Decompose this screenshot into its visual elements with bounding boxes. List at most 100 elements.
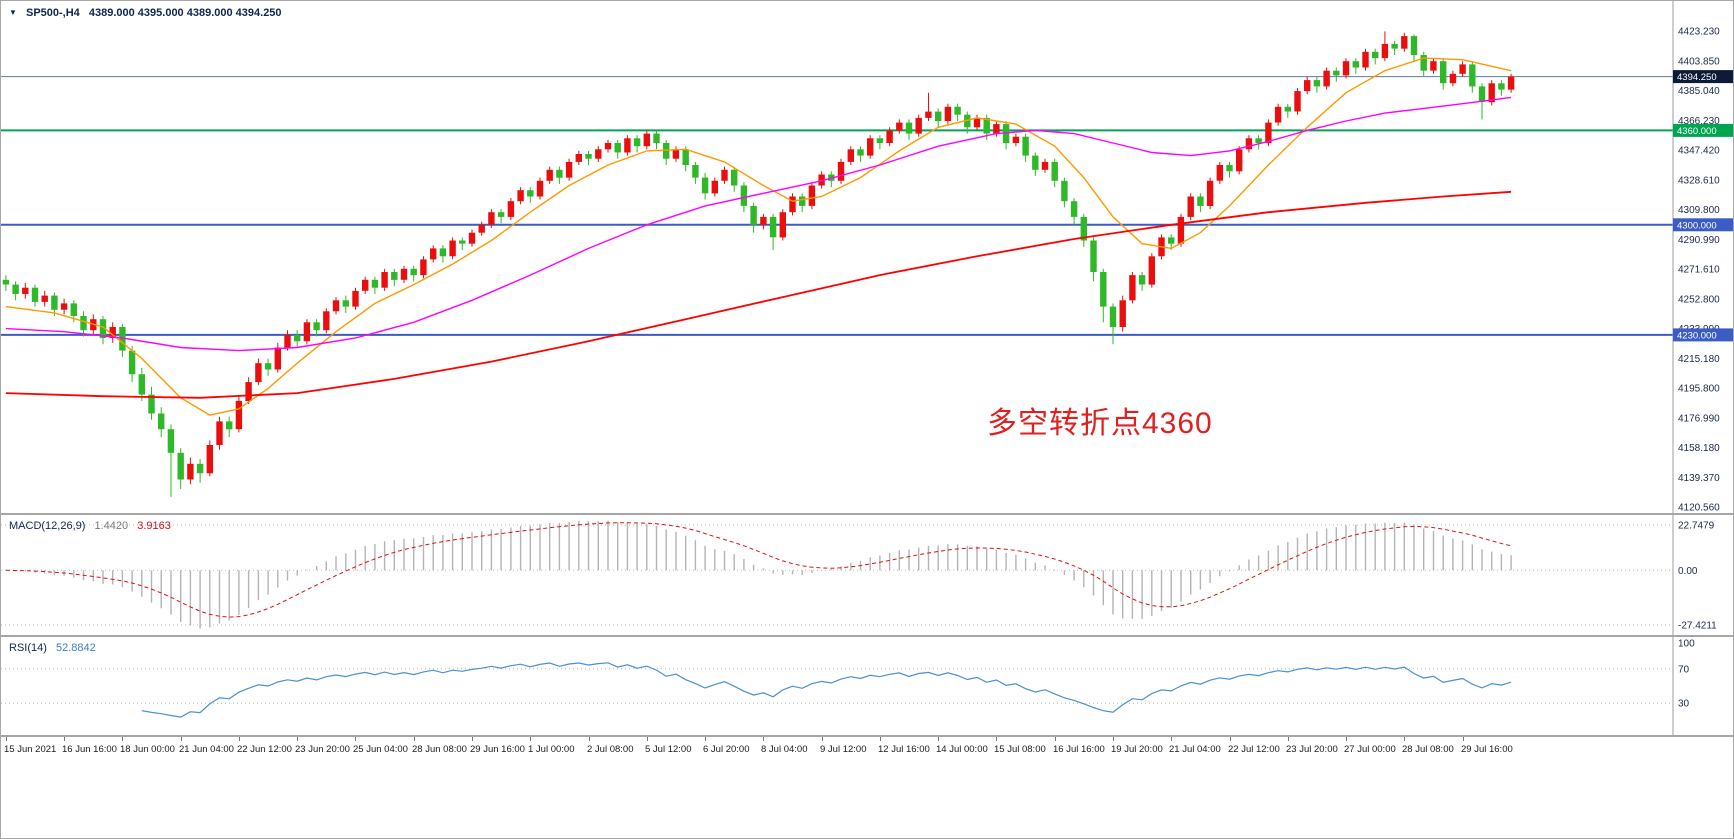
rsi-pane-canvas[interactable]: 100 70 30 bbox=[1, 637, 1734, 735]
candle-body bbox=[1323, 70, 1330, 87]
candle bbox=[1012, 133, 1020, 147]
macd-axis-label: -27.4211 bbox=[1678, 621, 1717, 632]
candle bbox=[905, 119, 913, 140]
candle-body bbox=[701, 177, 709, 194]
candle bbox=[177, 448, 184, 489]
candle bbox=[1119, 295, 1126, 332]
candle-body bbox=[769, 216, 777, 238]
pane-separator[interactable] bbox=[1, 513, 1733, 515]
price-badge-label: 4300.000 bbox=[1677, 220, 1717, 231]
time-axis-label: 18 Jun 00:00 bbox=[120, 744, 175, 755]
price-axis-label: 4158.180 bbox=[1678, 443, 1720, 454]
candle-body bbox=[488, 212, 495, 225]
price-badge-label: 4360.000 bbox=[1677, 126, 1717, 137]
candle-body bbox=[284, 334, 291, 348]
time-axis-label: 9 Jul 12:00 bbox=[820, 744, 867, 755]
candle-body bbox=[536, 180, 544, 197]
time-axis-label: 27 Jul 00:00 bbox=[1344, 744, 1396, 755]
candle-body bbox=[1410, 36, 1418, 55]
macd-indicator-label: MACD(12,26,9) 1.4420 3.9163 bbox=[9, 520, 177, 532]
price-axis-label: 4176.990 bbox=[1678, 413, 1720, 424]
candle bbox=[381, 268, 388, 291]
candle bbox=[1507, 73, 1515, 93]
time-axis-label: 21 Jun 04:00 bbox=[179, 744, 234, 755]
candle bbox=[1352, 58, 1359, 74]
candle bbox=[964, 111, 971, 134]
time-axis-tick bbox=[705, 737, 706, 741]
time-axis-label: 15 Jun 2021 bbox=[4, 744, 57, 755]
candle bbox=[789, 193, 796, 216]
candle bbox=[896, 119, 903, 134]
time-axis-tick bbox=[530, 737, 531, 741]
candle bbox=[488, 209, 495, 228]
time-axis-label: 29 Jul 16:00 bbox=[1461, 744, 1513, 755]
candle-body bbox=[1498, 83, 1505, 90]
candle-body bbox=[1478, 86, 1486, 103]
candle-body bbox=[1401, 36, 1408, 49]
candle bbox=[400, 265, 408, 283]
candle bbox=[264, 358, 272, 376]
time-axis[interactable]: 15 Jun 2021 16 Jun 16:00 18 Jun 00:00 21 Ju… bbox=[1, 737, 1733, 759]
candle-body bbox=[964, 114, 971, 128]
candle-body bbox=[313, 322, 320, 331]
candle bbox=[614, 139, 621, 159]
candle bbox=[497, 209, 505, 224]
macd-pane-canvas[interactable]: 22.7479 0.00 -27.4211 bbox=[1, 515, 1734, 635]
price-axis-label: 4309.800 bbox=[1678, 205, 1720, 216]
candle bbox=[1138, 272, 1146, 291]
candle bbox=[663, 139, 670, 165]
candle bbox=[1284, 103, 1291, 118]
chart-text-annotation[interactable]: 多空转折点4360 bbox=[987, 407, 1213, 440]
rsi-axis-label: 30 bbox=[1678, 699, 1690, 710]
candle bbox=[837, 158, 845, 184]
candle-body bbox=[1119, 300, 1126, 327]
candle-body bbox=[1449, 73, 1457, 84]
price-axis-label: 4195.800 bbox=[1678, 384, 1720, 395]
candle bbox=[1226, 161, 1233, 178]
candle bbox=[672, 146, 680, 162]
candle-body bbox=[672, 149, 680, 159]
time-axis-label: 29 Jun 16:00 bbox=[470, 744, 525, 755]
time-axis-tick bbox=[996, 737, 997, 741]
time-axis-label: 28 Jun 08:00 bbox=[412, 744, 467, 755]
candle bbox=[1488, 80, 1495, 106]
candle-body bbox=[1022, 136, 1029, 156]
moving-average-slow[interactable] bbox=[5, 190, 1512, 399]
moving-average-medium[interactable] bbox=[5, 96, 1512, 352]
candle-body bbox=[575, 154, 582, 162]
candle-body bbox=[595, 149, 602, 159]
candle bbox=[935, 108, 942, 128]
macd-axis-label: 0.00 bbox=[1678, 566, 1698, 577]
candle-body bbox=[692, 165, 699, 178]
candle bbox=[22, 283, 29, 299]
candle-body bbox=[614, 143, 621, 153]
candle-body bbox=[1187, 196, 1194, 217]
moving-average-fast[interactable] bbox=[5, 57, 1512, 416]
macd-axis-label: 22.7479 bbox=[1678, 521, 1715, 532]
candle bbox=[701, 172, 709, 200]
main-chart-canvas[interactable]: 4423.230 4403.850 4385.040 4366.230 4347.420… bbox=[1, 1, 1734, 513]
candle-body bbox=[216, 421, 223, 445]
time-axis-tick bbox=[647, 737, 648, 741]
pane-separator[interactable] bbox=[1, 735, 1733, 737]
price-axis-label: 4423.230 bbox=[1678, 27, 1720, 38]
rsi-line bbox=[141, 662, 1512, 718]
candle bbox=[119, 323, 126, 357]
candle-body bbox=[342, 300, 349, 307]
chart-ohlc-values: 4389.000 4395.000 4389.000 4394.250 bbox=[88, 7, 282, 19]
candle-body bbox=[400, 268, 408, 280]
rsi-indicator-label: RSI(14) 52.8842 bbox=[9, 642, 102, 654]
price-axis-label: 4328.610 bbox=[1678, 175, 1720, 186]
candle bbox=[226, 416, 233, 438]
candle bbox=[711, 177, 718, 197]
time-axis-tick bbox=[589, 737, 590, 741]
chart-dropdown-icon[interactable]: ▼ bbox=[9, 8, 17, 17]
time-axis-label: 23 Jun 20:00 bbox=[295, 744, 350, 755]
candle-body bbox=[410, 268, 417, 276]
candle bbox=[1362, 48, 1369, 71]
candle bbox=[1372, 48, 1379, 65]
candle-body bbox=[1507, 76, 1515, 90]
candle bbox=[245, 377, 252, 405]
pane-separator[interactable] bbox=[1, 635, 1733, 637]
